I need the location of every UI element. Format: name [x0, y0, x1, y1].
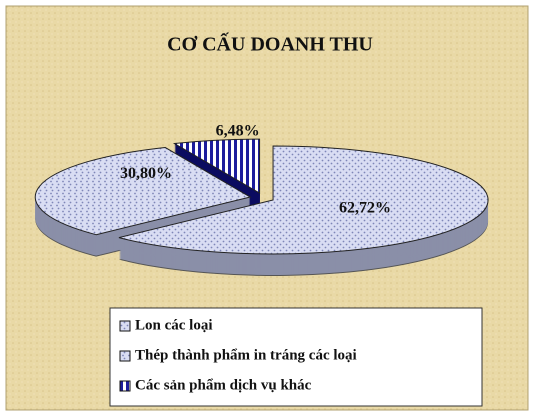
legend-label: Các sản phẩm dịch vụ khác [135, 377, 312, 393]
data-label: 6,48% [216, 123, 260, 140]
pie-slice [118, 145, 489, 255]
data-label: 30,80% [120, 165, 172, 182]
legend-swatch [119, 350, 131, 362]
legend-swatch [119, 380, 131, 392]
pie-slice [172, 138, 261, 194]
legend-label: Lon các loại [135, 317, 213, 333]
chart-title: CƠ CẤU DOANH THU [167, 32, 373, 56]
data-label: 62,72% [339, 200, 391, 217]
legend-label: Thép thành phẩm in tráng các loại [135, 347, 357, 363]
pie: 62,72% 30,80% 6,48% [34, 123, 489, 276]
legend: Lon các loại Thép thành phẩm in tráng các… [119, 317, 357, 393]
legend-swatch [119, 320, 131, 332]
legend-box [109, 307, 483, 407]
pie-slice [34, 146, 252, 236]
